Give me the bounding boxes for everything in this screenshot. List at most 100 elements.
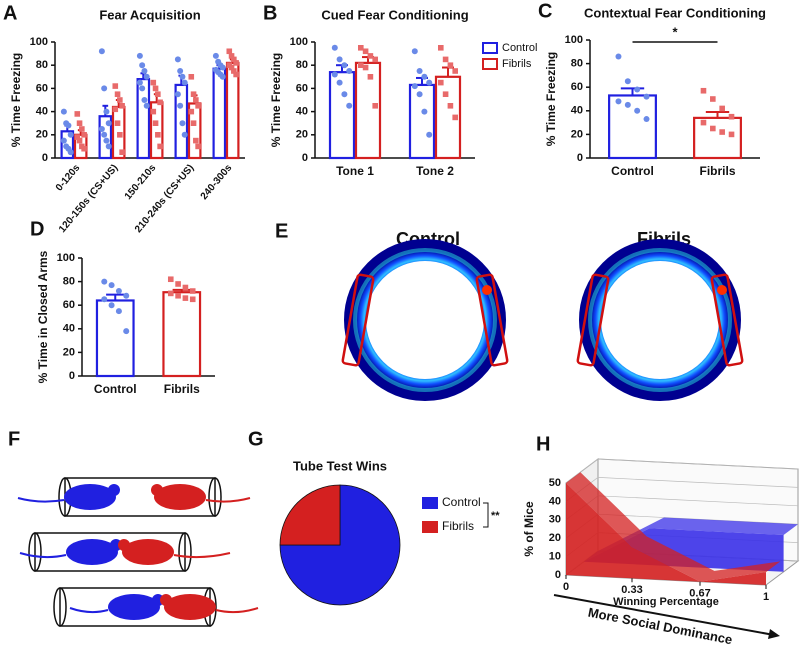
y-tick-label: 0 [555, 569, 561, 581]
data-point [119, 103, 125, 109]
heatmap [341, 239, 509, 401]
data-point [108, 302, 115, 309]
pie-slice [279, 484, 401, 606]
legend-label: Fibrils [442, 519, 474, 533]
area-top [583, 517, 798, 562]
y-axis-label: % of Mice [522, 501, 536, 557]
data-point [728, 131, 735, 138]
data-point [101, 278, 108, 285]
data-point [60, 108, 67, 115]
legend-swatch [422, 521, 438, 533]
data-point [112, 106, 119, 113]
data-point [426, 131, 433, 138]
data-point [182, 295, 189, 301]
y-tick-label: 20 [549, 532, 561, 544]
legend-swatch [482, 58, 498, 70]
data-point [358, 45, 364, 51]
data-point [105, 143, 112, 150]
data-point [228, 53, 235, 59]
data-point [114, 91, 121, 97]
legend-label: Control [442, 495, 481, 509]
data-point [615, 98, 622, 105]
data-point [362, 64, 369, 71]
y-tick-label: 10 [549, 551, 561, 563]
y-tick-label: 100 [290, 36, 308, 48]
data-point [174, 56, 181, 63]
x-tick-label: 0-120s [54, 162, 83, 193]
data-point [719, 105, 725, 112]
y-tick-label: 0 [69, 370, 75, 382]
data-point [372, 56, 378, 63]
data-point [115, 308, 122, 315]
x-tick-label: 0 [563, 581, 569, 593]
grid-line [565, 458, 799, 484]
data-point [416, 68, 423, 74]
bar [354, 61, 382, 160]
bar [328, 71, 356, 160]
bar [608, 94, 657, 160]
data-point [643, 93, 650, 100]
significance-label: * [672, 24, 678, 39]
data-point [150, 108, 157, 115]
data-point [362, 48, 369, 55]
data-point [212, 52, 219, 59]
data-point [193, 137, 199, 144]
data-point [177, 68, 184, 74]
data-point [438, 79, 444, 86]
area-top [566, 472, 781, 582]
data-point [152, 120, 159, 126]
data-point [233, 60, 239, 66]
bar [162, 291, 202, 378]
data-point [452, 68, 458, 74]
data-point [358, 62, 364, 68]
data-point [188, 108, 195, 115]
y-tick-label: 20 [63, 346, 75, 358]
data-point [117, 97, 123, 103]
chart-title: Cued Fear Conditioning [321, 7, 468, 22]
y-tick-label: 60 [296, 82, 308, 94]
y-tick-label: 60 [63, 299, 75, 311]
y-tick-label: 0 [42, 152, 48, 164]
bar [212, 67, 227, 160]
data-point [219, 64, 226, 71]
data-point [367, 74, 374, 80]
data-point [136, 79, 143, 86]
data-point [346, 102, 353, 109]
data-point [421, 108, 428, 115]
data-point [114, 120, 121, 126]
data-point [139, 62, 146, 69]
y-tick-label: 100 [565, 34, 583, 46]
panel-label: A [3, 2, 17, 24]
data-point [624, 101, 631, 108]
data-point [101, 131, 108, 138]
data-point [150, 79, 157, 86]
data-point [155, 132, 161, 138]
x-axis-label: Winning Percentage [613, 596, 719, 608]
data-point [624, 78, 631, 85]
pie-slice [279, 484, 341, 546]
data-point [98, 48, 105, 55]
data-point [452, 114, 458, 121]
data-point [81, 145, 87, 152]
x-tick-label: Fibrils [164, 382, 200, 396]
y-tick-label: 40 [549, 495, 561, 507]
panel-label: E [275, 220, 288, 242]
data-point [155, 91, 161, 97]
data-point [98, 126, 105, 132]
data-point [112, 83, 119, 89]
data-point [67, 149, 74, 156]
data-point [177, 102, 184, 109]
data-point [190, 91, 197, 97]
data-point [447, 103, 454, 109]
x-tick-label: 150-210s [123, 162, 159, 202]
data-point [143, 102, 150, 109]
data-point [634, 107, 641, 114]
data-point [233, 71, 239, 78]
data-point [117, 132, 123, 138]
panel-label: C [538, 0, 552, 22]
y-tick-label: 60 [36, 82, 48, 94]
data-point [643, 116, 650, 123]
x-tick-label: 0.67 [689, 588, 710, 600]
data-point [219, 73, 226, 80]
significance-label: ** [491, 510, 500, 522]
